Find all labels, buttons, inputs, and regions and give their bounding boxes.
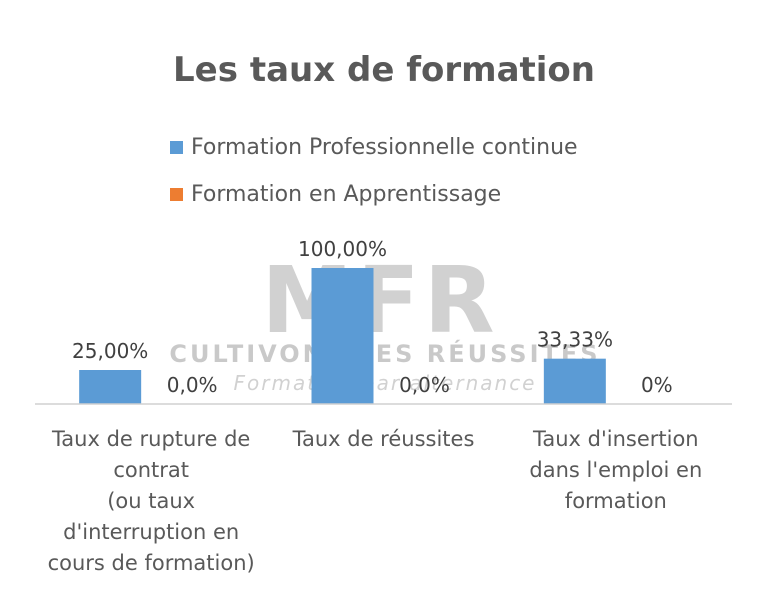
legend-item-formation-apprentissage: Formation en Apprentissage bbox=[170, 171, 578, 218]
data-label-series1-cat1: 0,0% bbox=[399, 373, 450, 397]
category-label-2-line0: Taux d'insertion bbox=[532, 427, 699, 451]
legend-swatch-formation-continue bbox=[170, 141, 183, 154]
bar-series0-cat0 bbox=[79, 370, 142, 404]
data-label-series1-cat2: 0% bbox=[641, 373, 673, 397]
mfr-watermark-logo: MFR CULTIVONS LES RÉUSSITES Formation pa… bbox=[169, 247, 600, 395]
category-label-2-line2: formation bbox=[565, 489, 667, 513]
bar-series0-cat2 bbox=[543, 358, 606, 404]
category-label-0-line2: (ou taux bbox=[107, 489, 195, 513]
watermark-tagline-2: Formation par alternance bbox=[234, 371, 537, 395]
category-label-2-line1: dans l'emploi en bbox=[529, 458, 702, 482]
legend-item-formation-continue: Formation Professionnelle continue bbox=[170, 124, 578, 171]
data-label-series1-cat0: 0,0% bbox=[167, 373, 218, 397]
legend-label-formation-continue: Formation Professionnelle continue bbox=[191, 135, 578, 160]
watermark-tagline-1: CULTIVONS LES RÉUSSITES bbox=[169, 339, 600, 368]
legend-swatch-formation-apprentissage bbox=[170, 188, 183, 201]
data-label-series0-cat2: 33,33% bbox=[537, 328, 613, 352]
data-label-series0-cat1: 100,00% bbox=[298, 237, 387, 261]
bar-series0-cat1 bbox=[311, 268, 374, 404]
category-label-0-line4: cours de formation) bbox=[48, 551, 255, 575]
category-label-0-line3: d'interruption en bbox=[63, 520, 239, 544]
watermark-logo-text: MFR bbox=[261, 247, 498, 354]
category-label-0-line0: Taux de rupture de bbox=[51, 427, 250, 451]
category-label-0-line1: contrat bbox=[113, 458, 189, 482]
legend-label-formation-apprentissage: Formation en Apprentissage bbox=[191, 182, 502, 207]
category-label-1-line0: Taux de réussites bbox=[292, 427, 475, 451]
chart-title: Les taux de formation bbox=[173, 50, 595, 90]
data-label-series0-cat0: 25,00% bbox=[72, 339, 148, 363]
legend: Formation Professionnelle continue Forma… bbox=[170, 124, 578, 218]
